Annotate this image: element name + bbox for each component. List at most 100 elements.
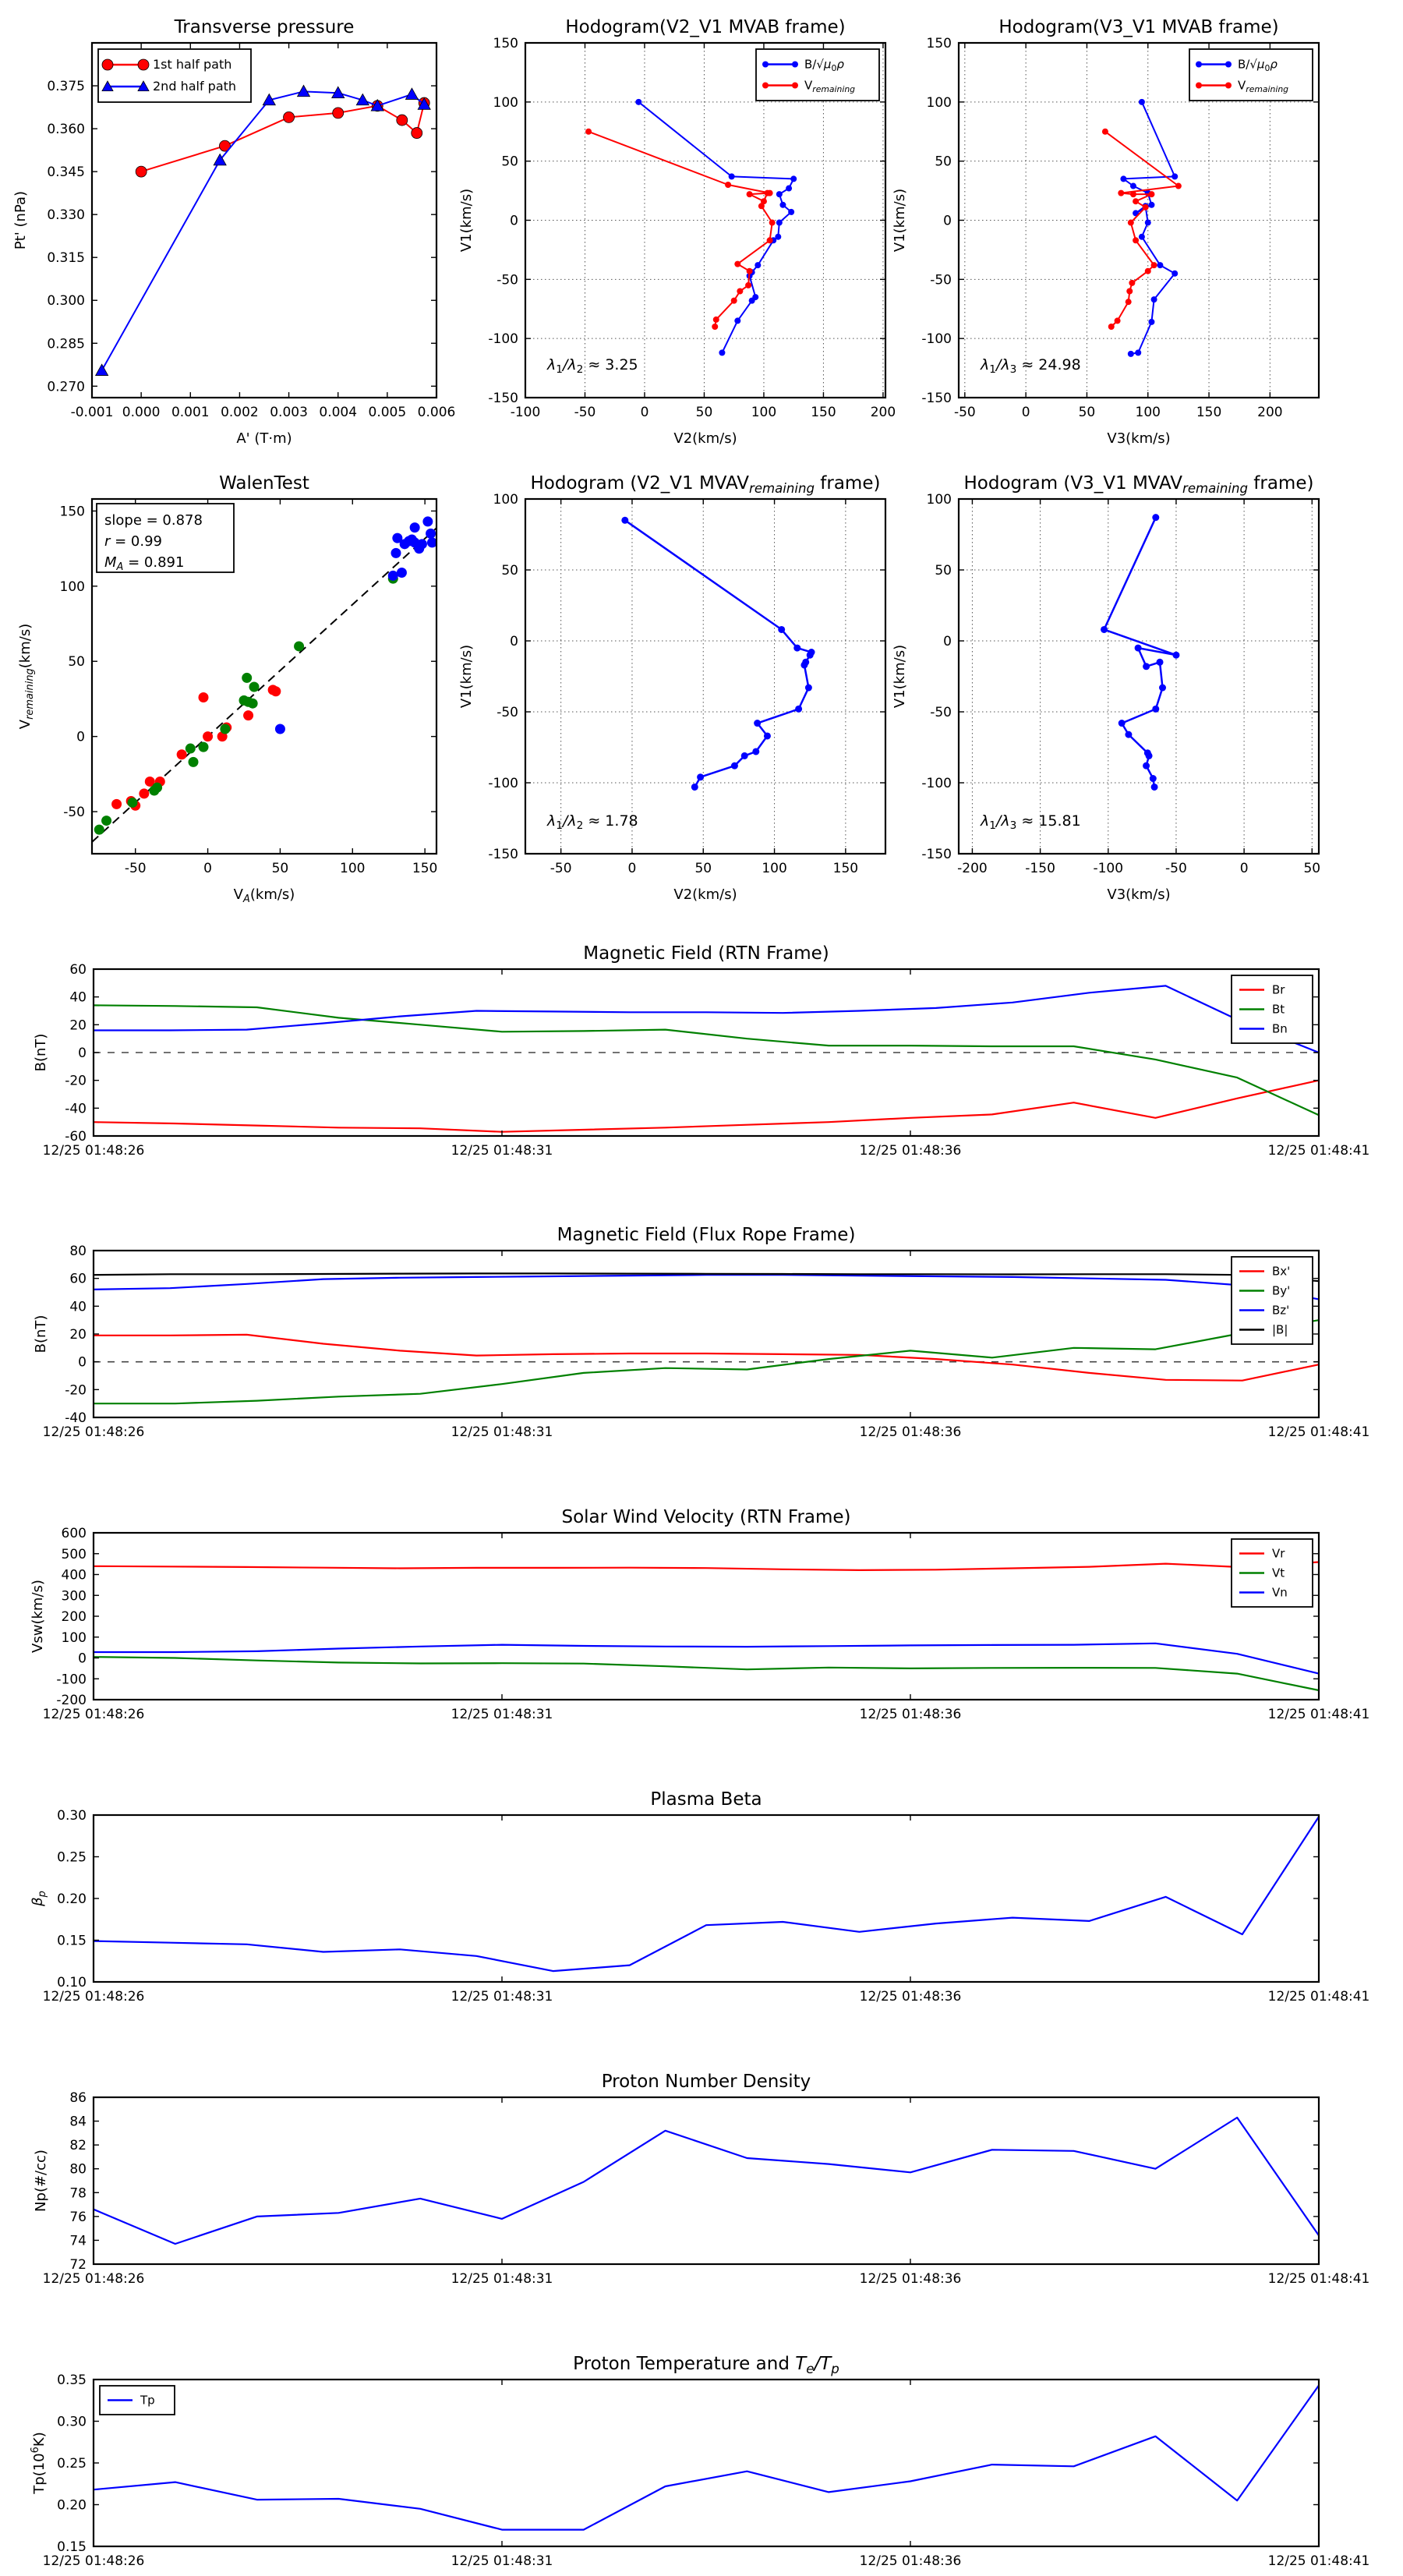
y-tick-label: 0 xyxy=(943,214,952,229)
series-markers-scatter-blue xyxy=(274,516,437,734)
y-tick-label: 84 xyxy=(69,2114,87,2130)
series-line-v2-v1-curve xyxy=(624,519,813,788)
marker-scatter-blue xyxy=(426,537,437,548)
plot-title: Transverse pressure xyxy=(174,17,355,37)
x-tick-label: 12/25 01:48:36 xyxy=(860,2271,962,2287)
marker-v2-v1-curve xyxy=(621,516,629,524)
marker-v-remaining xyxy=(737,288,744,295)
legend-label-v-remaining: Vremaining xyxy=(1238,79,1288,94)
x-tick-label: 0.002 xyxy=(221,405,259,420)
y-tick-label: 72 xyxy=(69,2257,87,2273)
series-line-second-half-path xyxy=(101,90,425,371)
y-tick-label: 0.35 xyxy=(57,2373,87,2388)
axes-border xyxy=(92,1531,1320,1701)
x-tick-label: 12/25 01:48:26 xyxy=(43,1143,145,1159)
y-tick-label: 0 xyxy=(943,634,952,649)
marker-b-sqrt-mu0rho xyxy=(1138,233,1145,240)
y-tick-label: 50 xyxy=(501,563,518,579)
marker-scatter-blue xyxy=(409,522,420,533)
marker-scatter-blue xyxy=(274,724,285,734)
legend-label-first-half-path: 1st half path xyxy=(153,57,231,72)
marker-v2-v1-curve xyxy=(763,732,771,740)
lambda-annotation: λ1/λ3 ≈ 24.98 xyxy=(980,356,1081,376)
marker-b-sqrt-mu0rho xyxy=(1144,219,1151,226)
marker-v-remaining xyxy=(760,198,767,205)
y-tick-label: 0.20 xyxy=(57,2498,87,2514)
plot-title: Hodogram(V2_V1 MVAB frame) xyxy=(565,17,845,37)
y-tick-label: 78 xyxy=(69,2185,87,2201)
y-tick-label: 0.360 xyxy=(47,122,85,137)
series-line-Tp xyxy=(93,2384,1320,2531)
y-tick-label: -100 xyxy=(921,331,952,347)
y-tick-label: 0.30 xyxy=(57,2415,87,2430)
y-tick-label: -50 xyxy=(497,705,518,720)
x-tick-label: 100 xyxy=(340,861,365,876)
marker-v3-v1-curve xyxy=(1152,514,1160,522)
y-tick-label: -20 xyxy=(65,1382,87,1398)
marker-scatter-green xyxy=(242,672,253,683)
y-tick-label: 0 xyxy=(510,214,518,229)
y-axis-label: V1(km/s) xyxy=(892,645,908,708)
chart-proton-number-density: 12/25 01:48:26 12/25 01:48:31 12/25 01:48:… xyxy=(33,2072,1369,2287)
y-axis-label: βp xyxy=(30,1891,48,1907)
y-tick-label: 0.30 xyxy=(57,1808,87,1824)
marker-b-sqrt-mu0rho xyxy=(776,191,783,198)
marker-v3-v1-curve xyxy=(1143,762,1150,770)
marker-first-half-path xyxy=(396,114,408,126)
y-tick-label: 0.25 xyxy=(57,1850,87,1866)
marker-v-remaining xyxy=(746,267,753,274)
marker-v-remaining xyxy=(746,191,753,198)
marker-v3-v1-curve xyxy=(1125,731,1133,738)
x-tick-label: 12/25 01:48:36 xyxy=(860,1989,962,2005)
x-tick-label: -200 xyxy=(957,861,988,876)
y-axis-label: V1(km/s) xyxy=(458,189,475,252)
x-tick-label: 100 xyxy=(1136,405,1161,420)
x-tick-label: -50 xyxy=(954,405,976,420)
marker-scatter-red xyxy=(270,686,281,697)
series-markers-v3-v1-curve xyxy=(1101,514,1180,791)
x-tick-label: 12/25 01:48:26 xyxy=(43,2271,145,2287)
marker-b-sqrt-mu0rho xyxy=(779,201,786,208)
y-tick-label: 80 xyxy=(69,1244,87,1259)
marker-scatter-green xyxy=(198,741,209,752)
x-tick-label: 0 xyxy=(203,861,212,876)
y-tick-label: 600 xyxy=(62,1526,87,1541)
marker-v2-v1-curve xyxy=(804,684,812,692)
x-tick-label: -50 xyxy=(1165,861,1187,876)
y-tick-label: 150 xyxy=(927,36,952,51)
y-tick-label: -200 xyxy=(56,1693,87,1708)
x-tick-label: -50 xyxy=(125,861,147,876)
y-tick-label: 100 xyxy=(927,492,952,508)
x-tick-label: 0 xyxy=(1240,861,1249,876)
x-tick-label: 12/25 01:48:41 xyxy=(1268,1707,1370,1722)
marker-first-half-path xyxy=(411,127,423,139)
legend-label-Bx-prime: Bx' xyxy=(1272,1265,1290,1279)
series-markers-b-sqrt-mu0rho xyxy=(1120,98,1179,357)
y-tick-label: 0.375 xyxy=(47,79,85,94)
series-markers-second-half-path xyxy=(94,84,431,376)
series-markers-v-remaining xyxy=(1101,128,1182,330)
series-markers-b-sqrt-mu0rho xyxy=(635,98,797,356)
marker-v-remaining xyxy=(1101,128,1108,135)
y-tick-label: 40 xyxy=(69,1299,87,1315)
marker-v-remaining xyxy=(1150,262,1157,269)
legend-marker-v-remaining xyxy=(792,82,798,89)
y-axis-label: Np(#/cc) xyxy=(33,2150,49,2212)
y-tick-label: 400 xyxy=(62,1568,87,1583)
x-tick-label: 12/25 01:48:41 xyxy=(1268,1989,1370,2005)
y-tick-label: 100 xyxy=(60,579,85,595)
marker-scatter-blue xyxy=(396,567,407,578)
marker-scatter-green xyxy=(249,681,260,692)
marker-v-remaining xyxy=(758,203,765,210)
y-tick-label: 100 xyxy=(927,95,952,111)
legend-marker-first-half-path xyxy=(101,58,114,71)
legend-box xyxy=(755,48,880,101)
y-tick-label: -100 xyxy=(488,331,518,347)
chart-transverse-pressure: -0.001 0.000 0.001 0.002 0.003 0.004 0.005 0.00… xyxy=(12,17,455,447)
marker-b-sqrt-mu0rho xyxy=(1172,270,1179,277)
y-tick-label: -50 xyxy=(63,805,85,820)
marker-v-remaining xyxy=(1148,191,1155,198)
x-tick-label: 100 xyxy=(762,861,786,876)
marker-v-remaining xyxy=(764,189,771,196)
marker-scatter-green xyxy=(247,698,258,709)
